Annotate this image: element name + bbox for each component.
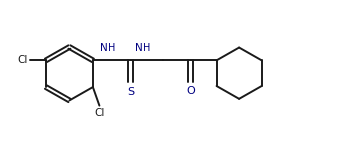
Text: N: N — [100, 43, 107, 53]
Text: S: S — [127, 87, 134, 97]
Text: H: H — [108, 43, 115, 53]
Text: H: H — [143, 43, 151, 53]
Text: N: N — [135, 43, 143, 53]
Text: Cl: Cl — [95, 108, 105, 118]
Text: Cl: Cl — [17, 55, 28, 65]
Text: O: O — [186, 86, 195, 96]
